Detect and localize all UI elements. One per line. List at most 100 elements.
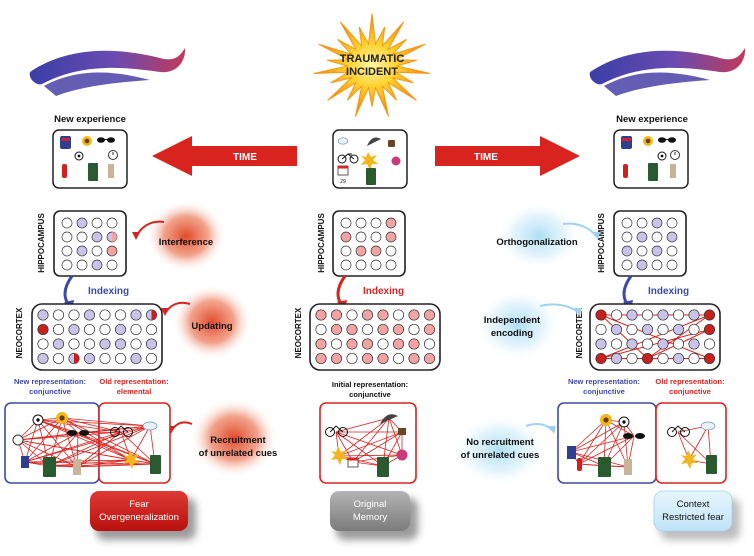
hippocampus-neuron [76, 245, 88, 257]
association-line [24, 417, 63, 463]
neocortex-neuron [330, 338, 343, 350]
neocortex-neuron [595, 323, 607, 336]
independent-label-line2: encoding [491, 328, 533, 339]
neocortex-neuron [361, 352, 374, 365]
sunflower-icon-right [643, 136, 653, 146]
time-arrow-left: TIME [152, 136, 297, 176]
neocortex-neuron [703, 352, 716, 365]
neocortex-neuron [68, 323, 80, 336]
context-label-line1: Context [677, 499, 710, 510]
coffee-cup-icon-center-rep [398, 428, 406, 435]
left-experience-box [52, 129, 128, 189]
umbrella-icon [367, 137, 381, 146]
neocortex-neuron [610, 338, 623, 350]
glow-orthogonalization [497, 202, 581, 270]
association-line [352, 431, 403, 463]
neocortex-neuron [595, 352, 607, 365]
neocortex-neuron [83, 352, 96, 365]
hippocampus-neuron [385, 245, 397, 257]
cloud-icon-right-rep [700, 421, 716, 431]
clock-icon [108, 150, 118, 160]
soccer-ball-icon-right-rep [618, 416, 630, 428]
left-new-experience-heading: New experience [54, 114, 126, 125]
association-line [24, 419, 39, 463]
hippocampus-neuron [61, 231, 73, 243]
center-initial-rep-line2: conjunctive [349, 390, 391, 399]
sunflower-icon-rep [56, 412, 68, 424]
left-neocortex-grid [31, 303, 163, 371]
neocortex-neuron [423, 352, 436, 365]
mailbox-icon [60, 136, 71, 149]
left-hippocampus-label: HIPPOCAMPUS [37, 213, 46, 273]
neocortex-neuron [37, 323, 49, 336]
independent-label-line1: Independent [484, 315, 541, 326]
neocortex-neuron [315, 323, 327, 336]
hippocampus-illustration-right [589, 48, 746, 96]
neocortex-neuron [423, 338, 436, 350]
neocortex-neuron [346, 323, 358, 336]
neocortex-neuron [145, 323, 158, 336]
neocortex-neuron [657, 352, 669, 365]
neocortex-neuron [68, 309, 80, 321]
hippocampus-neuron [651, 217, 663, 229]
association-line [77, 432, 132, 461]
clock-icon-right [670, 150, 680, 160]
association-line [77, 432, 156, 465]
hippocampus-neuron [385, 259, 397, 271]
right-neocortex-label: NEOCORTEX [575, 307, 584, 358]
right-new-experience-heading: New experience [616, 114, 688, 125]
hippocampus-neuron [651, 231, 663, 243]
neocortex-neuron [626, 323, 638, 336]
neocortex-neuron [37, 309, 49, 321]
association-line [352, 417, 390, 463]
hippocampus-neuron [91, 259, 103, 271]
association-line [677, 431, 712, 465]
flower-icon-center-rep [396, 449, 408, 461]
hippocampus-neuron [666, 245, 678, 257]
flower-icon [391, 156, 401, 166]
neocortex-neuron [99, 338, 111, 350]
right-representation-panel [557, 402, 727, 484]
neocortex-neuron [346, 352, 358, 365]
hippocampus-neuron [76, 259, 88, 271]
neocortex-neuron [377, 338, 389, 350]
association-line [76, 425, 151, 468]
soccer-ball-icon [74, 151, 84, 161]
association-line [37, 419, 132, 461]
neocortex-neuron [315, 352, 327, 365]
association-line [76, 463, 156, 468]
glow-norecruitment [454, 414, 546, 486]
hippocampus-neuron [636, 245, 648, 257]
updating-label: Updating [191, 321, 232, 332]
association-line [17, 417, 63, 441]
left-old-rep-line1: Old representation: [99, 377, 168, 386]
association-line [61, 417, 156, 465]
fear-label-line1: Fear [129, 499, 149, 510]
recruitment-label-line2: of unrelated cues [199, 448, 278, 459]
neocortex-neuron [610, 352, 623, 365]
explosion-icon-right-rep [681, 450, 698, 469]
center-neocortex-label: NEOCORTEX [294, 307, 303, 358]
hippocampus-neuron [76, 217, 88, 229]
hippocampus-neuron [666, 231, 678, 243]
neocortex-neuron [114, 323, 127, 336]
interference-label: Interference [159, 237, 213, 248]
hippocampus-neuron [666, 259, 678, 271]
explosion-icon-rep [123, 450, 140, 469]
neocortex-neuron [408, 309, 420, 321]
orthogonalization-label: Orthogonalization [496, 237, 577, 248]
hippocampus-illustration-left [29, 48, 186, 96]
updating-annotation: Updating [161, 301, 233, 332]
neocortex-neuron [688, 309, 700, 321]
bicycle-icon-right-rep [667, 425, 690, 437]
time-arrow-right: TIME [435, 136, 580, 176]
neocortex-neuron [361, 338, 374, 350]
clock-icon-rep [12, 434, 24, 446]
left-new-rep-line1: New representation: [14, 377, 86, 386]
sunflower-icon-right-rep [600, 414, 612, 426]
neocortex-neuron [361, 309, 374, 321]
fire-extinguisher-icon [62, 164, 67, 178]
neocortex-neuron [641, 323, 654, 336]
neocortex-neuron [595, 309, 607, 321]
